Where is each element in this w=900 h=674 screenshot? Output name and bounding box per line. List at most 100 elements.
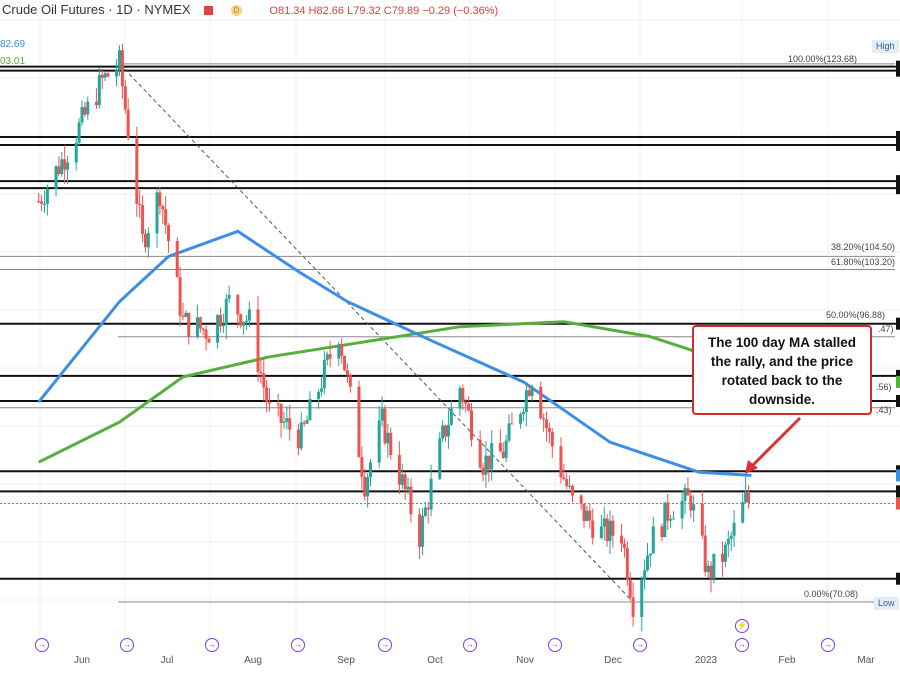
candle: [663, 502, 667, 537]
level-marker: [896, 182, 900, 195]
level-marker: [896, 138, 900, 151]
level-marker: [896, 394, 900, 407]
event-marker-icon[interactable]: →: [821, 638, 835, 652]
candle: [369, 462, 373, 477]
candle: [692, 504, 696, 511]
candle: [164, 209, 168, 226]
arrow-head: [745, 460, 758, 474]
candle: [646, 555, 650, 571]
annotation-callout[interactable]: The 100 day MA stalled the rally, and th…: [692, 325, 872, 415]
level-marker: [896, 64, 900, 77]
candle: [723, 544, 727, 562]
candle: [302, 422, 306, 424]
event-marker-icon[interactable]: →: [291, 638, 305, 652]
candle: [221, 325, 225, 327]
candle: [201, 328, 205, 330]
candle: [317, 391, 321, 399]
symbol-title[interactable]: Crude Oil Futures · 1D · NYMEX: [2, 2, 191, 17]
candle: [550, 431, 554, 447]
candle: [239, 314, 243, 326]
candle: [484, 455, 488, 475]
event-marker-icon[interactable]: →: [633, 638, 647, 652]
candle: [363, 476, 367, 497]
candle: [256, 309, 260, 372]
candle: [418, 514, 422, 547]
ma200-marker: [896, 375, 900, 388]
candle: [195, 317, 199, 337]
candle: [712, 553, 716, 579]
flag-icon[interactable]: [204, 6, 214, 16]
fib-trend-line: [119, 63, 634, 603]
annotation-arrow: [750, 416, 802, 468]
x-axis-tick-label: Aug: [244, 655, 262, 666]
event-marker-icon[interactable]: →: [378, 638, 392, 652]
candle: [100, 75, 104, 78]
candle: [118, 50, 122, 70]
candle: [279, 404, 283, 423]
candle: [709, 565, 713, 579]
candle: [178, 277, 182, 316]
event-marker-icon[interactable]: →: [463, 638, 477, 652]
candle: [328, 354, 332, 359]
candle: [155, 192, 159, 234]
candle: [631, 597, 635, 617]
fib-label: 0.00%(70.08): [804, 589, 859, 599]
candle: [167, 225, 171, 242]
event-marker-icon[interactable]: →: [548, 638, 562, 652]
candle: [138, 203, 142, 206]
candle: [478, 439, 482, 468]
candle: [458, 388, 462, 409]
ma200-legend-value: 03.01: [0, 56, 26, 67]
fib-label: .56): [876, 382, 892, 392]
candle: [276, 403, 280, 405]
candle: [403, 474, 407, 490]
event-marker-icon[interactable]: →: [35, 638, 49, 652]
candle: [282, 421, 286, 423]
candle: [348, 374, 352, 387]
candle: [498, 443, 502, 452]
candle: [187, 312, 191, 337]
event-marker-icon[interactable]: →: [735, 638, 749, 652]
x-axis-tick-label: Nov: [516, 655, 534, 666]
candle: [729, 535, 733, 540]
candle: [63, 159, 67, 170]
candle: [37, 201, 41, 203]
candle: [389, 432, 393, 456]
candle: [689, 495, 693, 511]
candle: [467, 403, 471, 411]
candle: [470, 410, 474, 440]
level-marker: [896, 175, 900, 188]
event-marker-icon[interactable]: →: [120, 638, 134, 652]
lightning-event-icon[interactable]: ⚡: [735, 619, 749, 633]
candle: [504, 440, 508, 458]
x-axis-tick-label: Jun: [73, 655, 91, 666]
candle: [620, 535, 624, 544]
candle: [441, 425, 445, 439]
candle: [77, 122, 81, 143]
candle: [377, 420, 381, 463]
candle: [651, 526, 655, 554]
candle: [648, 553, 652, 556]
ma100-marker: [896, 469, 900, 482]
candle: [143, 233, 147, 248]
candle: [325, 354, 329, 360]
fib-label: 61.80%(103.20): [831, 257, 896, 267]
candle: [721, 553, 725, 562]
candle: [409, 486, 413, 515]
candle: [120, 50, 124, 87]
candle: [66, 162, 70, 170]
candle: [123, 86, 127, 110]
candle: [640, 579, 644, 617]
event-marker-icon[interactable]: →: [205, 638, 219, 652]
candle: [539, 386, 543, 419]
candle: [126, 109, 130, 139]
x-axis-tick-label: Dec: [604, 655, 622, 666]
x-axis-tick-label: Jul: [160, 655, 174, 666]
candle: [337, 344, 341, 359]
fib-label: 50.00%(96.88): [826, 310, 886, 320]
candle: [726, 539, 730, 545]
candle: [527, 390, 531, 396]
fib-label: .43): [876, 405, 892, 415]
